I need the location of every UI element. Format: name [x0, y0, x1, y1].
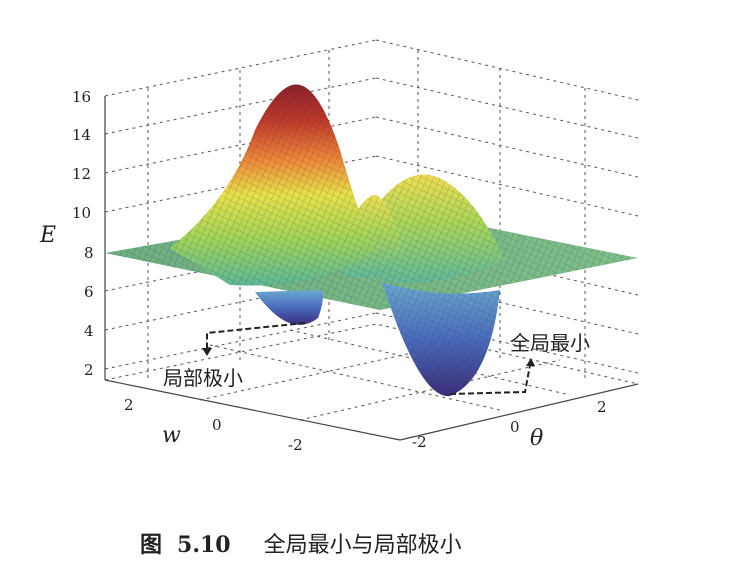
svg-text:8: 8: [84, 244, 94, 262]
surface: [105, 84, 638, 397]
svg-text:12: 12: [72, 165, 91, 183]
caption-text: 全局最小与局部极小: [263, 533, 462, 558]
annotation-arrows: [206, 322, 531, 395]
theta-axis-ticks: -2 0 2: [412, 398, 607, 451]
svg-text:-2: -2: [288, 436, 303, 454]
svg-text:0: 0: [212, 416, 222, 434]
svg-text:10: 10: [72, 204, 91, 222]
caption-fig: 图: [140, 532, 163, 558]
global-min-label: 全局最小: [510, 331, 590, 355]
arrow-up-icon: [526, 358, 535, 366]
svg-text:4: 4: [84, 322, 94, 340]
w-axis-ticks: 2 0 -2: [124, 396, 303, 454]
svg-text:0: 0: [510, 418, 520, 436]
svg-text:2: 2: [84, 361, 94, 379]
axes: [104, 96, 639, 441]
w-axis-label: w: [162, 423, 181, 448]
caption-number: 5.10: [177, 532, 231, 558]
z-axis-label: E: [39, 223, 56, 248]
svg-text:14: 14: [72, 126, 91, 144]
svg-text:16: 16: [72, 88, 91, 106]
z-axis-ticks: 16 14 12 10 8 6 4 2: [72, 88, 94, 379]
svg-text:2: 2: [597, 398, 607, 416]
figure-caption: 图 5.10 全局最小与局部极小: [140, 527, 462, 559]
svg-text:-2: -2: [412, 433, 427, 451]
svg-text:2: 2: [124, 396, 134, 414]
svg-text:6: 6: [84, 283, 94, 301]
local-min-label: 局部极小: [163, 366, 243, 390]
arrow-down-icon: [202, 348, 212, 356]
theta-axis-label: θ: [530, 426, 543, 451]
